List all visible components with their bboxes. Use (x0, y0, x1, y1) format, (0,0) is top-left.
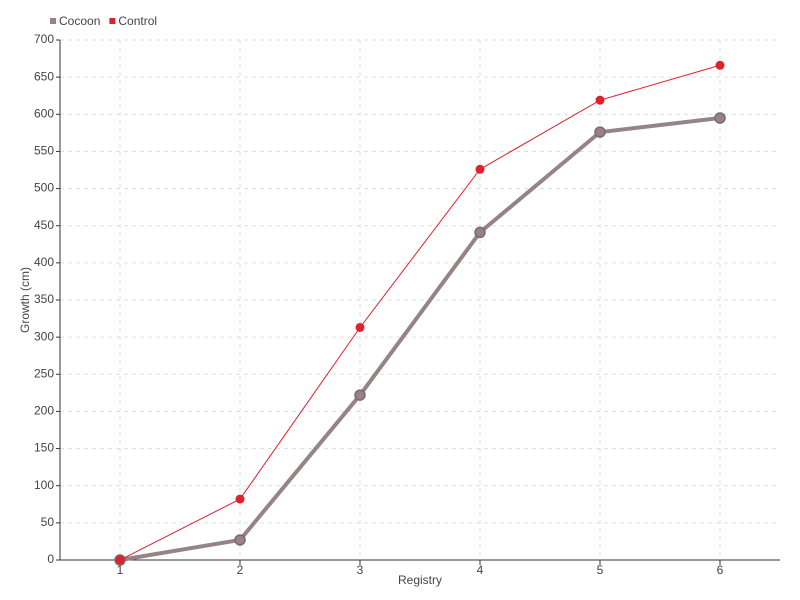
y-tick-label: 150 (34, 441, 54, 455)
legend-label: Control (118, 14, 157, 28)
legend-swatch (109, 18, 116, 24)
point (715, 60, 725, 70)
y-tick-label: 350 (34, 292, 54, 306)
point (354, 389, 366, 401)
point (474, 226, 486, 239)
point (115, 555, 125, 565)
x-tick-label: 5 (597, 563, 604, 577)
x-tick-label: 4 (477, 563, 484, 577)
point (475, 164, 485, 174)
y-tick-label: 300 (34, 329, 54, 343)
point (594, 126, 606, 138)
y-tick-label: 650 (34, 69, 54, 83)
series-line (119, 64, 721, 561)
point (235, 494, 245, 504)
x-axis-label: Registry (398, 573, 442, 587)
y-tick-label: 100 (34, 478, 54, 492)
x-tick-label: 6 (717, 563, 724, 577)
series-line-outline (119, 116, 721, 562)
point (714, 112, 726, 124)
y-tick-label: 450 (34, 218, 54, 232)
y-tick-label: 50 (41, 515, 55, 529)
y-tick-label: 250 (34, 366, 54, 380)
x-tick-label: 3 (357, 563, 364, 577)
point (595, 95, 605, 105)
x-tick-label: 2 (237, 563, 244, 577)
point (355, 322, 365, 332)
y-tick-label: 500 (34, 181, 54, 195)
y-tick-label: 700 (34, 32, 54, 46)
y-tick-label: 600 (34, 106, 54, 120)
legend-label: Cocoon (59, 14, 100, 28)
y-axis-label: Growth (cm) (18, 267, 32, 333)
point (234, 534, 246, 546)
y-tick-label: 200 (34, 404, 54, 418)
y-tick-label: 400 (34, 255, 54, 269)
x-tick-label: 1 (117, 563, 124, 577)
y-tick-label: 550 (34, 144, 54, 158)
y-tick-label: 0 (47, 552, 54, 566)
legend-swatch (50, 18, 56, 24)
series-line (119, 117, 721, 561)
